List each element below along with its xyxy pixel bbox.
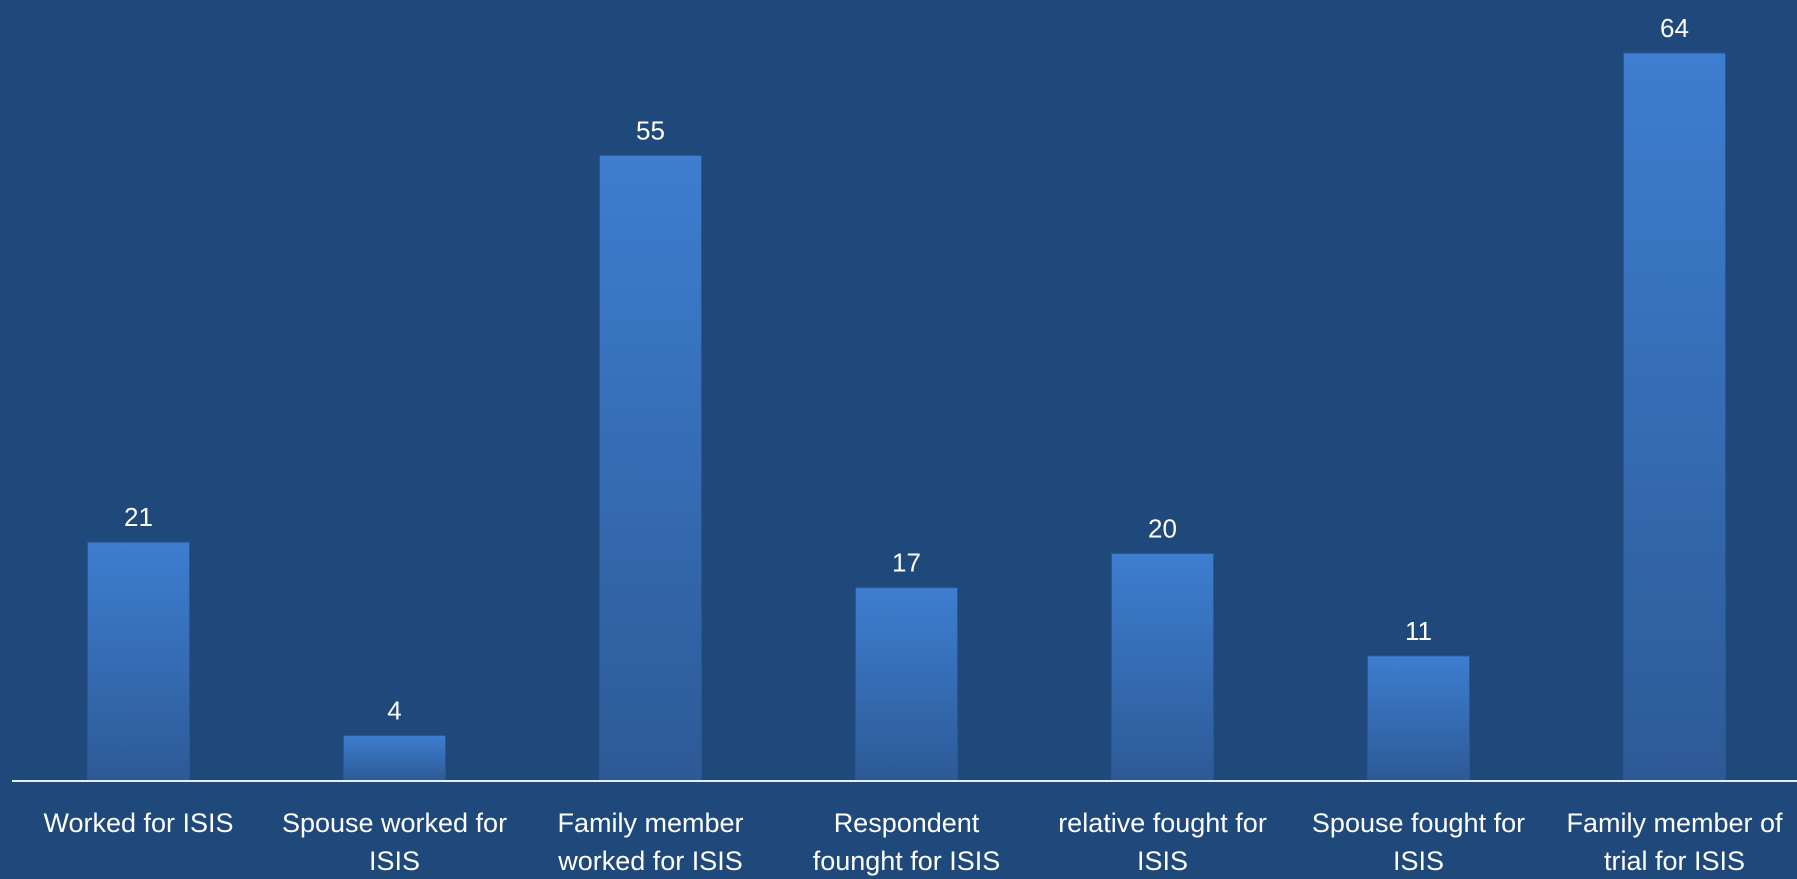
category-label-2-line-1: worked for ISIS bbox=[557, 846, 743, 876]
data-label-1: 4 bbox=[387, 696, 401, 726]
category-label-3: Respondent founght for ISIS bbox=[813, 808, 1001, 876]
bar-2 bbox=[599, 154, 702, 782]
bar-0 bbox=[87, 541, 190, 782]
bar-1 bbox=[343, 735, 446, 782]
bar-4 bbox=[1111, 553, 1214, 782]
category-label-6-line-0: Family member of bbox=[1566, 808, 1783, 838]
bar-3 bbox=[855, 587, 958, 782]
category-label-2: Family member worked for ISIS bbox=[557, 808, 743, 876]
data-label-0: 21 bbox=[124, 502, 153, 532]
data-label-6: 64 bbox=[1660, 13, 1689, 43]
category-label-1: Spouse worked for ISIS bbox=[282, 808, 507, 876]
data-label-5: 11 bbox=[1405, 616, 1432, 646]
category-label-2-line-0: Family member bbox=[557, 808, 743, 838]
data-label-2: 55 bbox=[636, 115, 665, 145]
category-label-3-line-1: founght for ISIS bbox=[813, 846, 1001, 876]
data-label-3: 17 bbox=[892, 548, 921, 578]
category-label-5-line-1: ISIS bbox=[1393, 846, 1444, 876]
category-label-4: relative fought for ISIS bbox=[1058, 808, 1267, 876]
category-label-0-line-0: Worked for ISIS bbox=[43, 808, 233, 838]
bars-group bbox=[87, 52, 1726, 782]
category-label-1-line-0: Spouse worked for bbox=[282, 808, 507, 838]
category-label-0: Worked for ISIS bbox=[43, 808, 233, 838]
bar-6 bbox=[1623, 52, 1726, 782]
value-labels-group: 21 4 55 17 20 11 64 bbox=[124, 13, 1689, 726]
bar-5 bbox=[1367, 655, 1470, 782]
category-label-4-line-1: ISIS bbox=[1137, 846, 1188, 876]
category-label-5-line-0: Spouse fought for bbox=[1312, 808, 1525, 838]
category-label-6-line-1: trial for ISIS bbox=[1604, 846, 1745, 876]
category-label-3-line-0: Respondent bbox=[834, 808, 980, 838]
category-label-6: Family member of trial for ISIS bbox=[1566, 808, 1783, 876]
category-labels-group: Worked for ISIS Spouse worked for ISIS Fami… bbox=[43, 808, 1783, 876]
data-label-4: 20 bbox=[1148, 514, 1177, 544]
category-label-1-line-1: ISIS bbox=[369, 846, 420, 876]
category-label-5: Spouse fought for ISIS bbox=[1312, 808, 1525, 876]
category-label-4-line-0: relative fought for bbox=[1058, 808, 1267, 838]
